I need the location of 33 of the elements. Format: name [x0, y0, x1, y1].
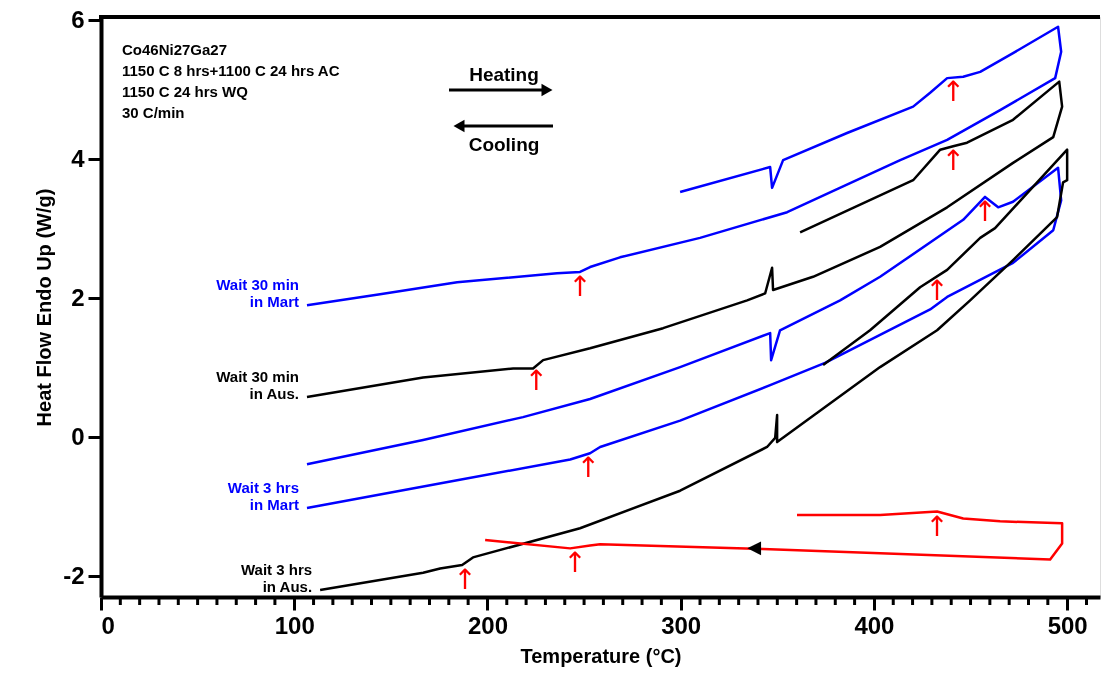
y-axis-title: Heat Flow Endo Up (W/g): [33, 188, 56, 427]
annotation: ↑: [563, 545, 587, 579]
annotation: ↑: [941, 75, 965, 109]
annotation: ↑: [941, 144, 965, 178]
annotation: Cooling: [468, 134, 540, 155]
x-tick-label: 200: [467, 611, 508, 639]
series-label: Wait 30 min in Mart: [216, 276, 299, 311]
y-tick-label: 6: [71, 5, 85, 33]
y-tick-label: 0: [71, 422, 85, 450]
x-tick-label: 100: [274, 611, 315, 639]
series-label: Wait 3 hrs in Aus.: [240, 561, 313, 596]
annotation: ↑: [576, 450, 600, 484]
x-tick-label: 300: [661, 611, 702, 639]
annotation: Co46Ni27Ga27: [122, 41, 228, 58]
annotation: ↑: [524, 363, 548, 397]
x-tick-label: 0: [101, 611, 115, 639]
annotation: ↑: [568, 269, 592, 303]
series-label: Wait 30 min in Aus.: [216, 367, 299, 402]
series-label: Wait 3 hrs in Mart: [227, 479, 299, 514]
annotation: Heating: [469, 64, 539, 85]
x-axis-title: Temperature (°C): [520, 644, 682, 667]
annotation: 1150 C 8 hrs+1100 C 24 hrs AC: [122, 62, 340, 79]
y-tick-label: 2: [71, 283, 85, 311]
annotation: ↑: [973, 194, 997, 228]
annotation: ↑: [453, 563, 477, 597]
y-tick-label: -2: [63, 561, 85, 589]
y-tick-label: 4: [71, 144, 86, 172]
annotation: 1150 C 24 hrs WQ: [122, 83, 249, 100]
annotation: ↑: [925, 509, 949, 543]
x-tick-label: 400: [854, 611, 895, 639]
annotation: ↑: [925, 274, 949, 308]
x-tick-label: 500: [1047, 611, 1088, 639]
annotation: 30 C/min: [122, 104, 185, 121]
